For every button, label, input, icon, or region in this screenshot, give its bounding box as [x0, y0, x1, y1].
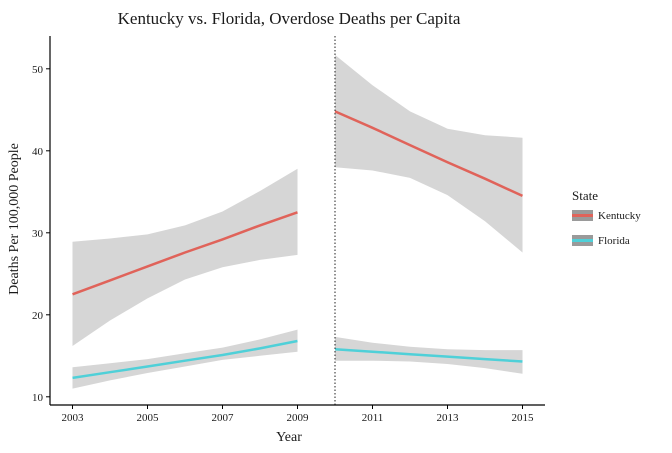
x-tick-label: 2011 — [362, 412, 384, 424]
x-tick-label: 2009 — [287, 412, 310, 424]
y-tick-label: 30 — [32, 228, 44, 240]
florida-line-2 — [334, 347, 523, 363]
series-lines — [72, 110, 524, 380]
florida-band-1 — [72, 329, 298, 389]
y-tick-label: 20 — [32, 310, 44, 322]
legend-title: State — [572, 188, 598, 203]
kentucky-line-1 — [72, 211, 298, 296]
kentucky-line-2 — [334, 110, 524, 198]
y-axis-label: Deaths Per 100,000 People — [7, 143, 22, 295]
kentucky-band-1 — [72, 168, 298, 346]
x-tick-label: 2015 — [512, 412, 535, 424]
legend: State Kentucky Florida — [572, 188, 641, 247]
x-tick-label: 2013 — [437, 412, 460, 424]
legend-label-florida: Florida — [598, 235, 630, 247]
y-tick-label: 50 — [32, 64, 44, 76]
confidence-bands — [72, 54, 523, 389]
y-tick-label: 10 — [32, 392, 44, 404]
x-tick-label: 2003 — [62, 412, 85, 424]
x-tick-label: 2005 — [137, 412, 160, 424]
x-axis-label: Year — [276, 430, 302, 445]
florida-line-1 — [72, 339, 298, 380]
y-ticks: 10 20 30 40 50 — [32, 64, 50, 404]
legend-label-kentucky: Kentucky — [598, 210, 641, 222]
x-ticks: 2003 2005 2007 2009 2011 2013 2015 — [62, 405, 535, 424]
chart-title: Kentucky vs. Florida, Overdose Deaths pe… — [118, 9, 461, 28]
x-tick-label: 2007 — [212, 412, 235, 424]
y-tick-label: 40 — [32, 146, 44, 158]
